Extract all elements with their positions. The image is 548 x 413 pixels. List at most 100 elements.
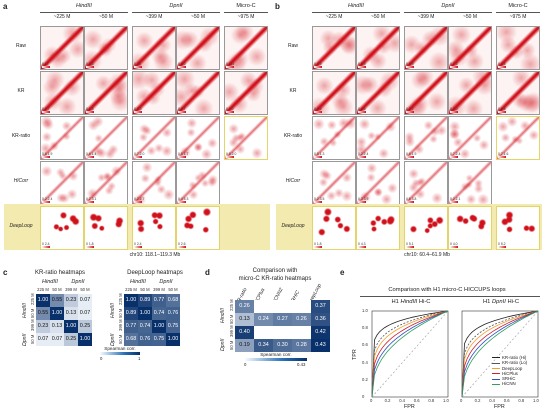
roc-curve-srhic [371,310,449,398]
panel-label-c: c [3,268,8,277]
tile-scale: 0.2 3.5 [314,197,325,201]
tile-scale: 0.7 1.6 [498,152,509,156]
tile-colorbar [42,246,50,248]
tile-scale: 0 3.3 [134,107,142,111]
col-label: 50 M [168,287,178,292]
roc-xtick: 1.0 [533,398,539,403]
legend-item: SRHiC [492,376,527,381]
legend-swatch [492,378,500,380]
tile-scale: 0 2.6 [314,107,322,111]
colorscale-d-min: 0 [244,362,247,367]
tile-scale: 0.6 1.9 [406,152,417,156]
tile-scale: 0.2 2.1 [450,197,461,201]
tile-colorbar [450,246,458,248]
roc-subtitle-dpnii: H1 DpnII Hi-C [458,299,544,305]
deeploop-cell-0-0: 1.00 [124,294,138,307]
tile-colorbar [358,201,366,203]
tile-colorbar [358,66,366,68]
tile-colorbar [42,156,50,158]
roc-curve-deeploop [371,310,449,398]
b-tile-raw-3: 0 7.3 [448,26,492,70]
enzyme-hindiii-a: HindIII [76,3,92,9]
a-tile-kr-2: 0 3.3 [132,71,176,115]
microc-compare-cell-1-1: 0.24 [254,313,273,326]
deeploop-cell-3-0: 0.68 [124,333,138,346]
microc-compare-cell-3-2: 0.30 [273,339,292,352]
enzyme-microc-a: Micro-C [236,3,256,9]
microc-compare-cell-0-1 [254,300,273,313]
tile-colorbar [406,156,414,158]
a-tile-hicorr-3: 0.4 5.3 [176,161,220,205]
kr-ratio-cell-2-2: 1.00 [64,320,78,333]
deeploop-cell-3-3: 1.00 [166,333,180,346]
bracket-microc-a [224,12,268,13]
kr-ratio-cell-3-0: 0.07 [36,333,50,346]
row-label-kr-ratio: KR-ratio [283,133,303,139]
tile-scale: 0.2 3.1 [86,197,97,201]
tile-scale: 0.6 3.8 [406,197,417,201]
legend-item: HiCNN [492,381,527,386]
tile-scale: 0.2 2.7 [134,197,145,201]
b-tile-raw-1: 0 5.9 [356,26,400,70]
a-tile-raw-1: 0 8.3 [84,26,128,70]
panel-label-e: e [340,268,345,277]
legend-swatch [492,367,500,369]
colorscale-d [245,358,307,361]
colorscale-c-max: 1 [138,356,141,361]
kr-ratio-cell-1-1: 1.00 [50,307,64,320]
a-tile-hicorr-1: 0.2 3.1 [84,161,128,205]
a-tile-deeploop-3: 0 2.6 [176,206,220,250]
tile-scale: 0.2 2.4 [42,197,53,201]
tile-colorbar [450,66,458,68]
colorscale-c-min: 0 [100,356,103,361]
roc-curve-kr-ratio-lo- [371,310,449,398]
b-tile-raw-4: 0 4.4 [496,26,540,70]
row-label: 50 M [30,334,35,344]
tile-colorbar [314,246,322,248]
panel-label-a: a [3,2,8,11]
roc-ytick: 0 [362,394,365,399]
tile-scale: 0 6.8 [498,107,506,111]
microc-compare-cell-2-0: 0.40 [235,326,254,339]
legend-item: HiCPlus [492,371,527,376]
row-label-kr: KR [17,88,25,94]
roc-xlabel-left: FPR [404,404,415,410]
roc-xtick: 1.0 [443,398,449,403]
deeploop-cell-3-1: 0.76 [138,333,152,346]
roc-xtick: 0.2 [474,398,481,403]
tile-colorbar [226,111,234,113]
legend-label: DeepLoop [502,365,523,371]
group-label-hindiii-vert: HindIII [220,308,226,323]
tile-scale: 0.7 2.0 [134,152,145,156]
tile-scale: 0 2.6 [178,242,186,246]
tile-colorbar [314,156,322,158]
microc-compare-cell-3-0: 0.19 [235,339,254,352]
tile-colorbar [450,201,458,203]
tile-scale: 0 8.3 [86,62,94,66]
tile-scale: 0.5 1.3 [314,152,325,156]
group-label-hindiii-vert: HindIII [110,303,116,318]
row-label-raw: Raw [15,43,26,49]
tile-colorbar [178,246,186,248]
a-tile-raw-3: 0 6.0 [176,26,220,70]
deeploop-cell-3-2: 0.75 [152,333,166,346]
heatmap-d-title-1: Comparison with [252,268,298,274]
bracket-microc-b [496,12,540,13]
roc-curve-hicplus [371,310,449,398]
roc-xtick: 0.2 [384,398,391,403]
legend-label: HiCNN [502,381,516,387]
tile-scale: 0 26 [134,62,141,66]
a-tile-kr-1: 0 1.8 [84,71,128,115]
roc-ytick: 0.8 [362,325,368,331]
tile-colorbar [178,66,186,68]
row-label-kr: KR [289,88,297,94]
roc-xtick: 0.6 [413,398,420,403]
bracket-dpnii-b [404,12,492,13]
colorscale-d-max: 0.43 [297,362,306,367]
group-label-hindiii: HindIII [42,279,58,285]
kr-ratio-cell-3-3: 1.00 [78,333,92,346]
tile-colorbar [314,111,322,113]
tile-colorbar [178,201,186,203]
colorscale-d-title: Spearman corr. [260,352,292,357]
tile-colorbar [498,156,506,158]
